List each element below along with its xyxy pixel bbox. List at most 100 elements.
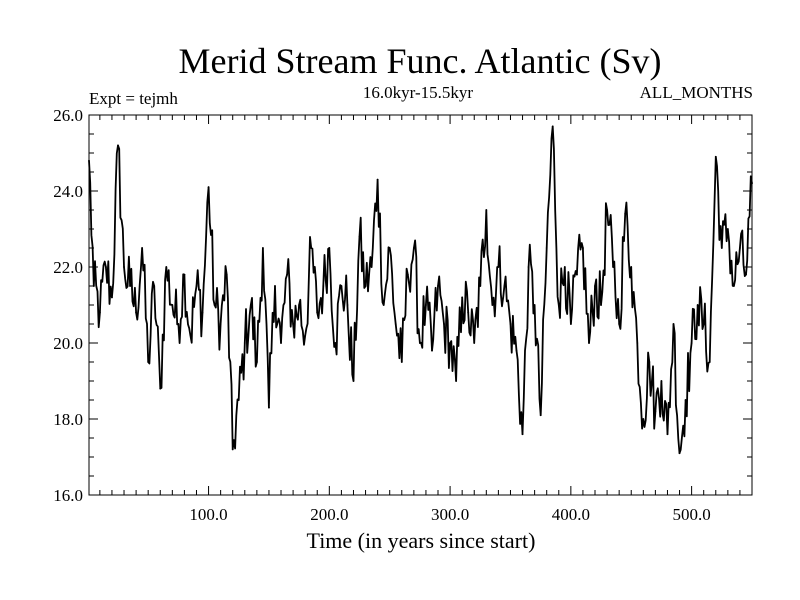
data-point [473,342,476,344]
data-point [660,380,663,382]
data-point [165,266,168,268]
data-point [588,342,590,344]
data-point [521,433,524,436]
data-point [515,349,518,352]
data-point [497,266,500,268]
data-point [346,304,349,306]
data-point [569,323,572,325]
data-point [111,296,113,299]
data-point [732,285,735,287]
data-point [606,209,608,211]
chart-title: Merid Stream Func. Atlantic (Sv) [179,41,662,81]
data-point [183,273,186,276]
x-tick-label: 500.0 [672,505,710,524]
data-point [624,212,627,215]
data-point [376,178,379,181]
data-point [726,228,729,230]
data-point [406,273,409,276]
data-point [394,323,397,325]
data-point [654,410,657,413]
data-point [135,311,137,314]
data-point [509,323,512,325]
data-point [702,323,705,325]
data-point [745,273,747,276]
data-point [298,304,301,306]
data-point [491,304,494,306]
data-point [594,285,596,287]
data-point [105,266,107,268]
data-point [213,304,216,306]
data-point [437,285,439,287]
data-point [117,144,119,147]
data-point [352,380,355,382]
data-point [304,334,307,337]
chart-subtitle: 16.0kyr-15.5kyr [363,83,473,102]
data-point [666,433,669,436]
data-point [618,323,621,325]
y-tick-label: 22.0 [53,258,83,277]
data-point [255,361,258,363]
data-point [328,247,331,249]
data-point [249,304,252,306]
data-point [545,247,548,249]
data-point [636,342,639,344]
data-point [418,342,421,344]
y-tick-label: 18.0 [53,410,83,429]
data-point [382,304,385,306]
data-point [443,323,445,325]
data-point [310,247,313,249]
data-point [708,361,711,363]
x-tick-label: 300.0 [431,505,469,524]
y-tick-label: 20.0 [53,334,83,353]
data-point [159,387,162,390]
data-point [358,235,361,238]
data-point [370,266,373,268]
data-point [219,323,222,325]
data-point [189,334,192,337]
data-point [527,266,530,268]
data-point [412,247,415,249]
data-point [612,266,615,268]
data-point [455,380,458,382]
y-axis: 16.0 18.0 20.0 22.0 24.0 26.0 [53,106,752,505]
data-point [129,285,131,287]
data-point [485,209,488,211]
data-point [563,266,566,268]
data-point [262,247,264,249]
data-point [231,448,234,451]
data-point [195,285,198,287]
data-point [690,342,693,344]
data-point [557,304,560,306]
data-point [364,285,367,287]
data-point [648,361,651,363]
x-tick-label: 100.0 [189,505,227,524]
data-point [696,304,699,306]
plot-frame [88,114,753,496]
data-point [642,418,645,420]
data-point [400,361,403,363]
data-point [714,155,717,158]
data-point [539,414,542,417]
data-point [449,342,451,344]
y-tick-label: 26.0 [53,106,83,125]
data-point [479,285,482,287]
data-point [340,285,343,287]
x-tick-label: 400.0 [552,505,590,524]
data-point [243,342,246,344]
data-point [720,247,723,249]
data-point [672,323,675,325]
data-point [153,285,156,287]
data-point [280,342,282,344]
data-point [268,406,270,409]
data-point [461,296,464,299]
data-point [431,349,433,352]
data-point [141,247,144,249]
data-point [630,266,633,268]
data-point [177,323,180,325]
data-point [551,125,554,128]
data-point [678,452,681,455]
data-point [207,186,210,189]
data-point [425,304,427,306]
data-point [467,311,470,314]
